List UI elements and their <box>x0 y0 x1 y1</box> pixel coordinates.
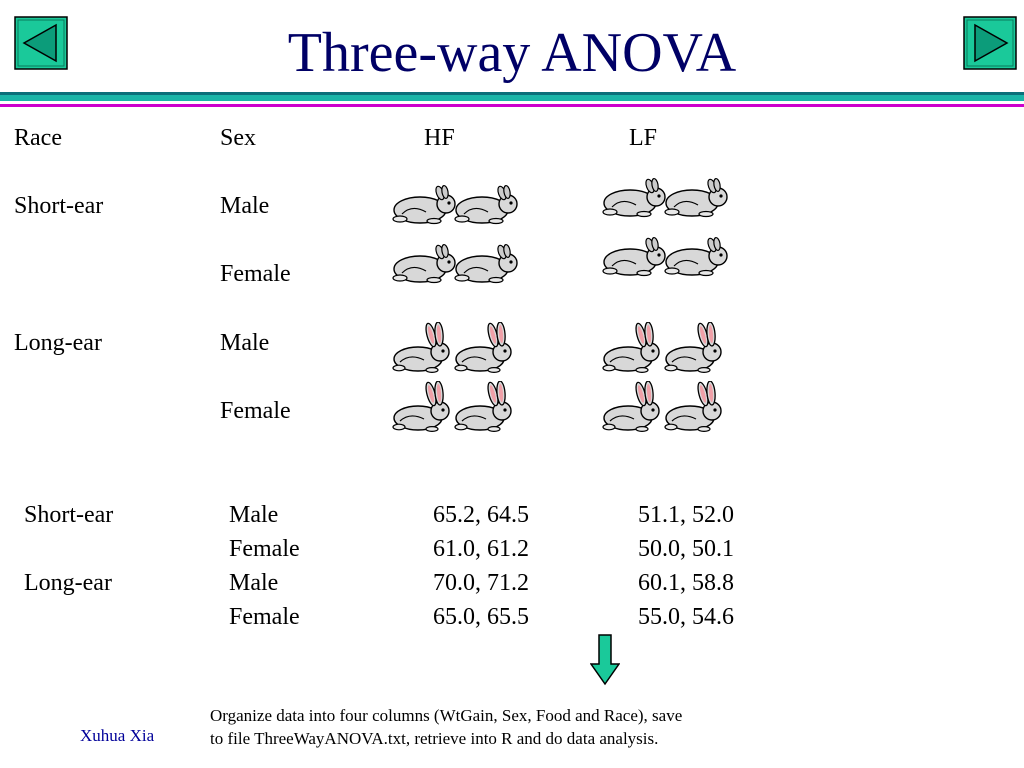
triangle-right-icon <box>963 16 1017 70</box>
design-race-long-ear: Long-ear <box>14 330 102 356</box>
long-ear-rabbit-icon <box>454 322 512 373</box>
title-rule-magenta <box>0 104 1024 107</box>
data-lf-row-1: 51.1, 52.0 <box>638 502 734 528</box>
data-sex-row-2: Female <box>229 536 300 562</box>
prev-slide-button[interactable] <box>14 16 68 70</box>
design-sex-female-1: Female <box>220 261 291 287</box>
long-ear-rabbit-icon <box>602 381 660 432</box>
long-ear-rabbit-icon <box>392 381 450 432</box>
footer-author: Xuhua Xia <box>80 726 155 745</box>
next-slide-button[interactable] <box>963 16 1017 70</box>
short-ear-rabbit-icon <box>392 184 456 225</box>
long-ear-rabbit-icon <box>602 322 660 373</box>
short-ear-rabbit-icon <box>602 236 666 277</box>
data-race-long-ear: Long-ear <box>24 570 112 596</box>
data-hf-row-1: 65.2, 64.5 <box>433 502 529 528</box>
data-lf-row-2: 50.0, 50.1 <box>638 536 734 562</box>
data-hf-row-3: 70.0, 71.2 <box>433 570 529 596</box>
design-race-short-ear: Short-ear <box>14 193 104 219</box>
data-sex-row-3: Male <box>229 570 279 596</box>
triangle-left-icon <box>14 16 68 70</box>
data-lf-row-4: 55.0, 54.6 <box>638 604 734 630</box>
data-sex-row-4: Female <box>229 604 300 630</box>
short-ear-rabbit-icon <box>664 177 728 218</box>
data-hf-row-2: 61.0, 61.2 <box>433 536 529 562</box>
title-rule-teal <box>0 95 1024 101</box>
short-ear-rabbit-icon <box>392 243 456 284</box>
header-sex: Sex <box>220 125 256 151</box>
instruction-line-2: to file ThreeWayANOVA.txt, retrieve into… <box>210 729 659 748</box>
long-ear-rabbit-icon <box>664 322 722 373</box>
data-race-short-ear: Short-ear <box>24 502 114 528</box>
long-ear-rabbit-icon <box>392 322 450 373</box>
down-arrow-icon <box>590 634 620 686</box>
short-ear-rabbit-icon <box>454 184 518 225</box>
short-ear-rabbit-icon <box>602 177 666 218</box>
instruction-line-1: Organize data into four columns (WtGain,… <box>210 706 683 725</box>
long-ear-rabbit-icon <box>664 381 722 432</box>
design-sex-male-2: Male <box>220 330 270 356</box>
header-hf: HF <box>424 125 455 151</box>
header-race: Race <box>14 125 62 151</box>
header-lf: LF <box>629 125 658 151</box>
data-sex-row-1: Male <box>229 502 279 528</box>
design-sex-male-1: Male <box>220 193 270 219</box>
short-ear-rabbit-icon <box>664 236 728 277</box>
instruction-note: Organize data into four columns (WtGain,… <box>210 704 780 750</box>
title-rule-dark <box>0 92 1024 95</box>
data-hf-row-4: 65.0, 65.5 <box>433 604 529 630</box>
short-ear-rabbit-icon <box>454 243 518 284</box>
design-sex-female-2: Female <box>220 398 291 424</box>
slide-title: Three-way ANOVA <box>287 22 737 84</box>
data-lf-row-3: 60.1, 58.8 <box>638 570 734 596</box>
long-ear-rabbit-icon <box>454 381 512 432</box>
